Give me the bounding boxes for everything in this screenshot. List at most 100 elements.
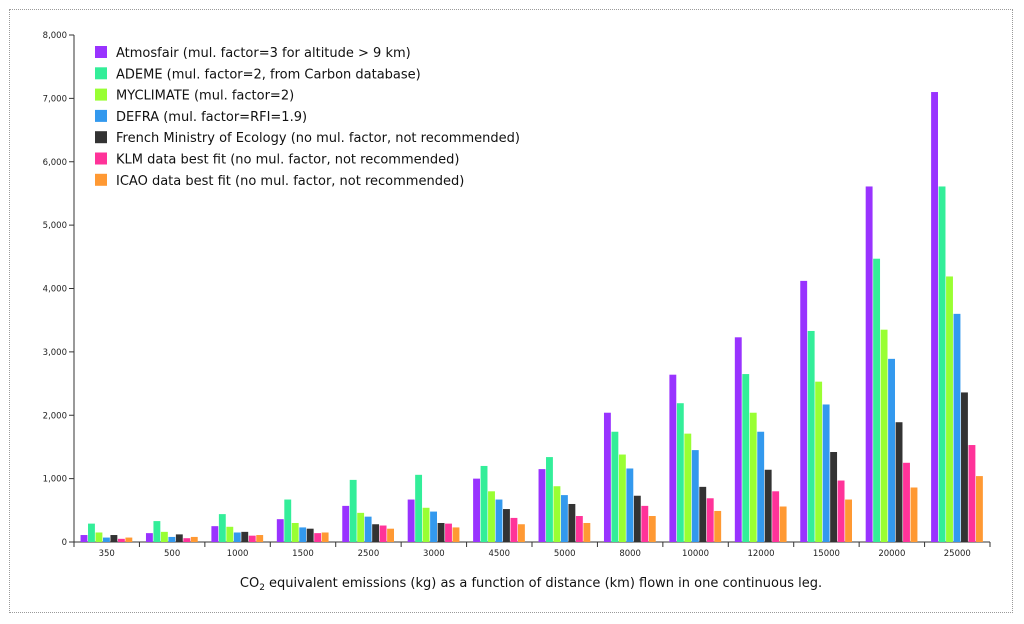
y-tick-label: 3,000: [43, 348, 67, 358]
bar: [946, 276, 953, 542]
x-tick-label: 1500: [292, 549, 314, 559]
bar: [903, 462, 910, 542]
bar: [488, 491, 495, 542]
bar: [211, 526, 219, 542]
bar: [80, 535, 88, 542]
bar: [480, 465, 488, 542]
legend-swatch: [95, 109, 107, 122]
bar: [830, 452, 838, 542]
bar: [379, 525, 387, 542]
bar: [218, 514, 226, 542]
bar: [764, 469, 772, 542]
y-tick-label: 8,000: [43, 31, 67, 41]
bar: [321, 532, 329, 542]
bar: [299, 527, 307, 542]
legend-label: ICAO data best fit (no mul. factor, not …: [116, 174, 464, 189]
bar: [88, 523, 95, 542]
bar: [553, 486, 561, 542]
bar: [241, 531, 249, 542]
caption-sub: 2: [259, 583, 265, 593]
bar: [873, 258, 881, 542]
bar: [749, 412, 757, 542]
bar: [757, 431, 765, 542]
bar: [888, 358, 895, 542]
bar: [676, 403, 684, 542]
bar: [517, 524, 525, 542]
bar: [364, 516, 372, 542]
bar: [256, 535, 264, 542]
bar: [575, 516, 583, 542]
bar: [102, 537, 110, 542]
bar: [560, 495, 568, 542]
bar: [168, 536, 176, 542]
legend-swatch: [95, 67, 107, 80]
x-tick-label: 12000: [747, 549, 774, 559]
bar: [845, 499, 852, 542]
bar: [437, 522, 445, 542]
x-tick-label: 2500: [358, 549, 380, 559]
bar: [968, 445, 976, 542]
bar: [691, 450, 699, 542]
y-tick-label: 4,000: [43, 285, 67, 295]
legend-label: Atmosfair (mul. factor=3 for altitude > …: [116, 46, 411, 61]
legend-label: KLM data best fit (no mul. factor, not r…: [116, 153, 459, 168]
bar: [306, 528, 314, 542]
legend-swatch: [95, 131, 107, 144]
bar: [880, 329, 888, 542]
bar: [495, 499, 503, 542]
bar: [510, 517, 518, 542]
bar: [125, 537, 133, 542]
bar: [452, 527, 460, 542]
bar: [372, 524, 380, 542]
x-tick-label: 20000: [878, 549, 905, 559]
legend-swatch: [95, 88, 107, 101]
bar: [445, 523, 452, 542]
y-tick-label: 2,000: [43, 411, 67, 421]
bar: [160, 531, 168, 542]
legend-swatch: [95, 152, 107, 165]
bar: [145, 533, 153, 542]
bar: [641, 505, 649, 542]
bar: [603, 412, 611, 542]
bar: [895, 422, 903, 542]
caption-pre: CO: [240, 576, 259, 591]
y-axis: 0 1,000 2,000 3,000 4,000 5,000 6,000 7,000 8,00…: [43, 31, 75, 548]
bars: [80, 92, 983, 543]
bar: [931, 92, 938, 542]
bar: [349, 479, 357, 542]
bar: [415, 474, 423, 542]
bar: [357, 512, 365, 542]
chart-frame: [9, 9, 1013, 613]
bar: [314, 533, 322, 542]
x-tick-label: 4500: [488, 549, 510, 559]
bar: [95, 532, 103, 542]
bar: [248, 535, 256, 542]
bar: [684, 433, 692, 542]
bar: [175, 534, 183, 542]
bar: [975, 476, 983, 542]
bar: [291, 522, 299, 542]
x-tick-label: 500: [164, 549, 180, 559]
x-tick-label: 3000: [423, 549, 445, 559]
bar: [407, 499, 415, 542]
y-tick-label: 1,000: [43, 475, 67, 485]
bar: [822, 404, 830, 542]
x-tick-label: 15000: [813, 549, 840, 559]
bar: [233, 532, 241, 542]
bar: [503, 509, 510, 542]
bar: [117, 538, 125, 542]
bar: [583, 522, 591, 542]
bar: [633, 495, 641, 542]
bar: [815, 381, 823, 542]
legend-label: ADEME (mul. factor=2, from Carbon databa…: [116, 67, 421, 82]
bar: [807, 330, 815, 542]
bar: [342, 505, 350, 542]
bar: [910, 487, 918, 542]
bar: [226, 526, 234, 542]
y-tick-label: 5,000: [43, 221, 67, 231]
bar: [387, 528, 394, 542]
bar: [473, 478, 480, 543]
bar: [648, 516, 656, 542]
bar: [742, 374, 750, 542]
